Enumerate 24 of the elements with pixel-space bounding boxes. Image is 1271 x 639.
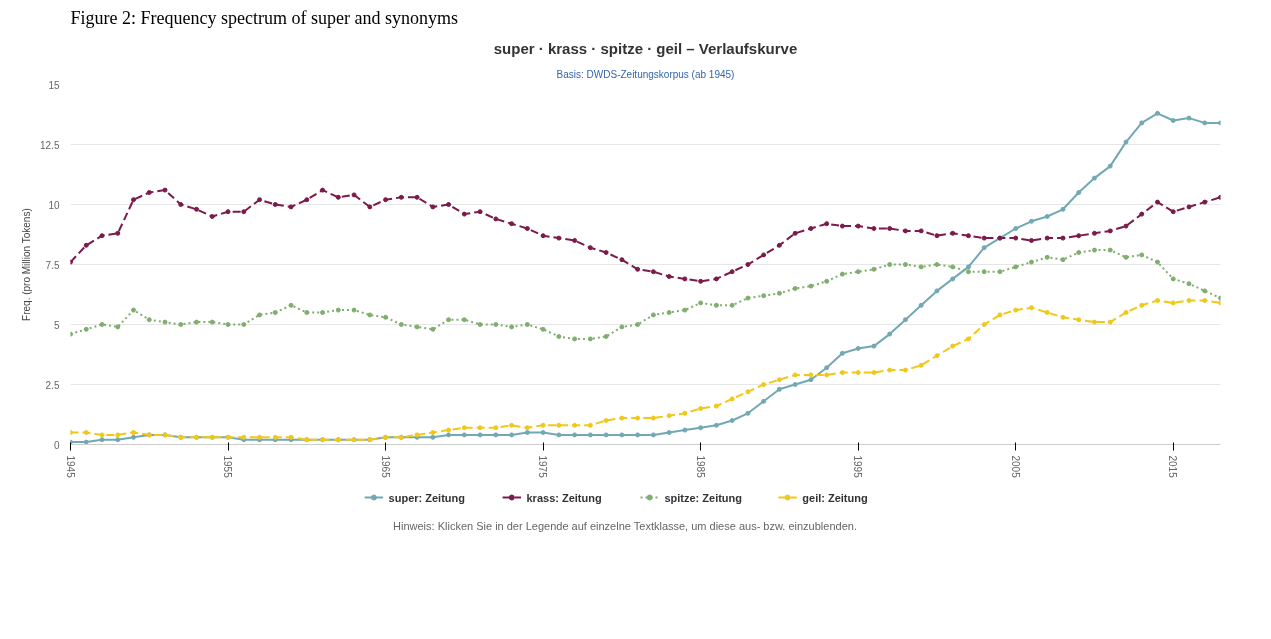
x-tick-label: 2015 <box>1167 455 1179 479</box>
y-tick-label: 2.5 <box>45 379 60 391</box>
y-axis-title: Freq. (pro Million Tokens) <box>21 208 33 321</box>
y-tick-label: 7.5 <box>45 259 60 271</box>
caption: Figure 2: Frequency spectrum of super and synonyms <box>70 7 458 28</box>
x-tick-label: 1945 <box>64 455 76 479</box>
x-tick-label: 1995 <box>852 455 864 479</box>
y-tick-label: 5 <box>53 319 60 331</box>
legend-label: krass: Zeitung <box>526 491 602 504</box>
chart-subtitle: Basis: DWDS-Zeitungskorpus (ab 1945) <box>556 68 735 80</box>
x-tick-label: 1955 <box>222 455 234 479</box>
legend-label: spitze: Zeitung <box>664 491 743 504</box>
legend-label: geil: Zeitung <box>802 491 868 504</box>
y-tick-label: 10 <box>48 199 60 211</box>
legend-label: super: Zeitung <box>388 491 465 504</box>
y-tick-label: 12.5 <box>40 139 60 151</box>
x-tick-label: 1985 <box>694 455 706 479</box>
y-tick-label: 15 <box>48 79 60 91</box>
y-tick-label: 0 <box>53 439 60 451</box>
x-tick-label: 1975 <box>537 455 549 479</box>
chart-title: super · krass · spitze · geil – Verlaufskurve <box>493 39 798 57</box>
x-tick-label: 1965 <box>379 455 391 479</box>
x-tick-label: 2005 <box>1009 455 1021 479</box>
text: Hinweis: Klicken Sie in der Legende auf einzelne Textklasse, um diese aus- bzw. einzublenden. <box>393 519 857 534</box>
